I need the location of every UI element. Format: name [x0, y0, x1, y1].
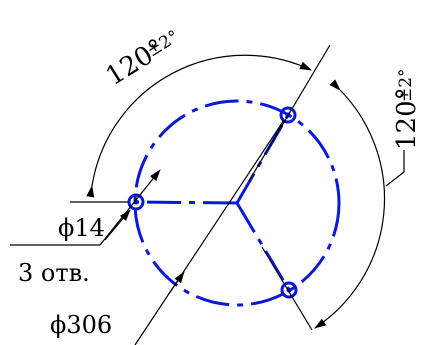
- bolt-circle-diameter-arrow: [167, 271, 185, 296]
- hole-bottom: [280, 281, 298, 299]
- hole-count-label: 3 отв.: [18, 259, 90, 287]
- extension-line-bottom: [261, 246, 313, 331]
- angle-leader-right: [385, 150, 405, 187]
- centerline-to-bottom-hole: [235, 202, 291, 291]
- angle-dimension-arc-right: [314, 79, 386, 329]
- hole-leader-arrow-2: [104, 209, 131, 241]
- hole-leader: [99, 169, 161, 246]
- bolt-circle-diameter-line: [134, 119, 285, 345]
- hole-diameter-label: ϕ14: [58, 214, 105, 242]
- bolt-circle-diameter-label: ϕ306: [50, 311, 112, 339]
- extension-line-top: [248, 44, 331, 182]
- centerline-to-left-hole: [135, 200, 238, 205]
- angle-tolerance-right: ±2°: [396, 68, 416, 102]
- angle-value-right: 120°: [392, 87, 422, 150]
- angle-dimension-arc-top: [86, 54, 312, 198]
